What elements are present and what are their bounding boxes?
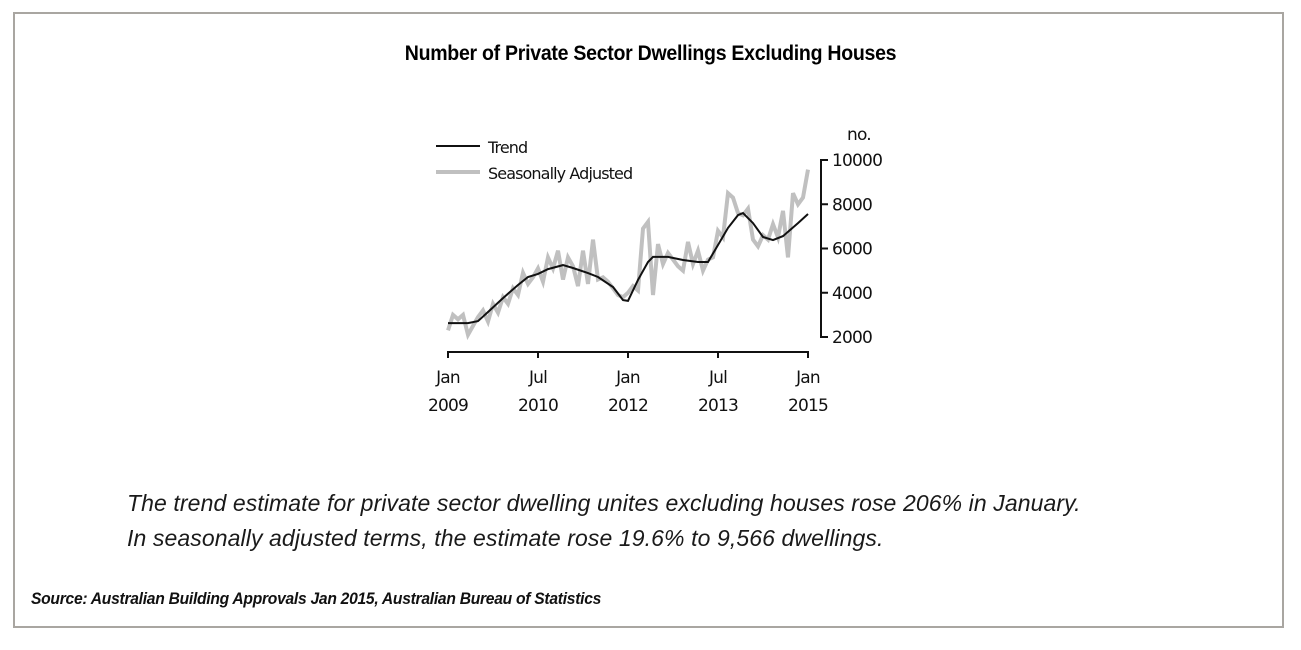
x-tick-label: 2015	[788, 396, 828, 416]
y-tick-label: 4000	[832, 284, 872, 304]
legend: Trend Seasonally Adjusted	[436, 138, 633, 183]
y-axis: no. 10000 8000 6000 4000 2000	[820, 125, 883, 348]
x-tick-label: 2013	[698, 396, 738, 416]
y-tick-label: 10000	[832, 151, 882, 171]
caption-line-1: The trend estimate for private sector dw…	[127, 490, 1081, 516]
x-tick-label: 2009	[428, 396, 468, 416]
source-note: Source: Australian Building Approvals Ja…	[31, 589, 602, 608]
legend-trend-label: Trend	[487, 138, 527, 157]
x-tick-label: Jan	[615, 368, 640, 388]
legend-sa-label: Seasonally Adjusted	[488, 164, 632, 183]
chart-caption: The trend estimate for private sector dw…	[127, 486, 1081, 556]
x-tick-label: 2010	[518, 396, 558, 416]
chart-frame	[13, 12, 1284, 628]
y-tick-label: 2000	[832, 328, 872, 348]
y-axis-unit-label: no.	[847, 125, 871, 145]
x-tick-label: 2012	[608, 396, 648, 416]
x-tick-label: Jan	[435, 368, 460, 388]
x-axis: Jan 2009 Jul 2010 Jan 2012 Jul 2013 Jan 2015	[428, 351, 829, 416]
series-seasonally-adjusted-line	[446, 169, 810, 341]
x-tick-label: Jan	[795, 368, 820, 388]
caption-line-2: In seasonally adjusted terms, the estima…	[127, 525, 884, 551]
y-tick-label: 6000	[832, 240, 872, 260]
series-trend-line	[448, 211, 809, 325]
y-tick-label: 8000	[832, 195, 872, 215]
x-tick-label: Jul	[528, 368, 547, 388]
x-tick-label: Jul	[708, 368, 727, 388]
chart-title: Number of Private Sector Dwellings Exclu…	[404, 42, 897, 65]
